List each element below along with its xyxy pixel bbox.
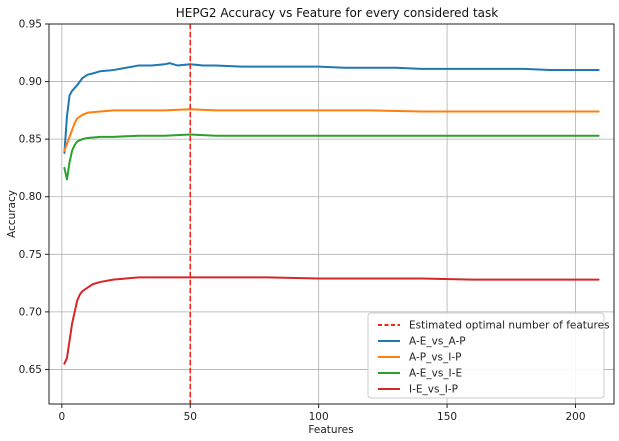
series-line-I-E_vs_I-P [63, 276, 600, 365]
legend-label: Estimated optimal number of features [409, 320, 610, 332]
legend-label: A-E_vs_I-E [409, 368, 462, 380]
chart-title: HEPG2 Accuracy vs Feature for every cons… [176, 6, 498, 20]
legend-label: A-P_vs_I-P [409, 352, 461, 364]
plot-frame [48, 23, 615, 405]
y-axis-label: Accuracy [6, 190, 18, 238]
x-tick-label: 150 [437, 411, 457, 423]
y-tick-label: 0.80 [19, 191, 42, 203]
x-tick-label: 0 [58, 411, 65, 423]
series-line-A-P_vs_I-P [63, 108, 600, 152]
legend-items: Estimated optimal number of features A-E_… [378, 320, 610, 396]
x-tick-label: 50 [184, 411, 197, 423]
y-tick-label: 0.95 [19, 19, 42, 31]
legend: Estimated optimal number of features A-E_… [367, 312, 610, 399]
legend-label: A-E_vs_A-P [409, 336, 466, 348]
legend-label: I-E_vs_I-P [409, 384, 458, 396]
legend-box [367, 312, 605, 399]
x-axis-label: Features [308, 424, 353, 436]
series-line-A-E_vs_A-P [63, 62, 600, 154]
grid-layer [49, 23, 614, 404]
series-line-A-E_vs_I-E [63, 133, 600, 181]
x-tick-label: 100 [309, 411, 329, 423]
tick-layer: 0 50 100 150 200 0.65 0.70 0.75 0.80 0.85 0.90 0.95 [19, 19, 586, 424]
series-layer [63, 62, 600, 365]
y-tick-label: 0.85 [19, 134, 42, 146]
y-tick-label: 0.75 [19, 249, 42, 261]
y-tick-label: 0.70 [19, 306, 42, 318]
y-tick-label: 0.90 [19, 76, 42, 88]
y-tick-label: 0.65 [19, 364, 42, 376]
x-tick-label: 200 [565, 411, 585, 423]
